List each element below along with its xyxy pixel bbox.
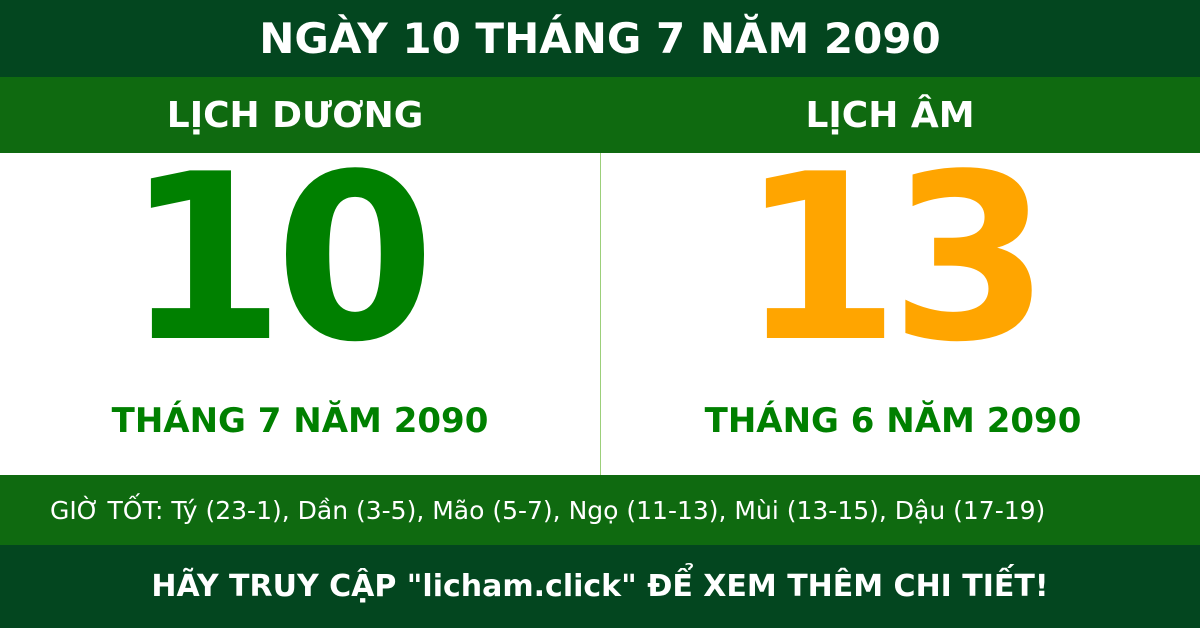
lunar-month-year: THÁNG 6 NĂM 2090 bbox=[704, 401, 1082, 441]
column-divider bbox=[600, 153, 601, 475]
solar-day: 10 bbox=[124, 126, 435, 393]
solar-month-year: THÁNG 7 NĂM 2090 bbox=[111, 401, 489, 441]
solar-calendar-label: LỊCH DƯƠNG bbox=[166, 94, 424, 136]
footer-cta: HÃY TRUY CẬP "licham.click" ĐỂ XEM THÊM … bbox=[0, 545, 1200, 628]
page-title: NGÀY 10 THÁNG 7 NĂM 2090 bbox=[0, 0, 1200, 77]
calendar-body: 10 THÁNG 7 NĂM 2090 13 THÁNG 6 NĂM 2090 bbox=[0, 145, 1200, 475]
solar-column: 10 THÁNG 7 NĂM 2090 bbox=[0, 145, 575, 475]
good-hours: GIỜ TỐT: Tý (23-1), Dần (3-5), Mão (5-7)… bbox=[0, 475, 1200, 545]
lunar-day: 13 bbox=[739, 126, 1050, 393]
calendar-headers: LỊCH DƯƠNG LỊCH ÂM bbox=[0, 77, 1200, 153]
lunar-calendar-label: LỊCH ÂM bbox=[805, 94, 975, 136]
lunar-column: 13 THÁNG 6 NĂM 2090 bbox=[590, 145, 1190, 475]
